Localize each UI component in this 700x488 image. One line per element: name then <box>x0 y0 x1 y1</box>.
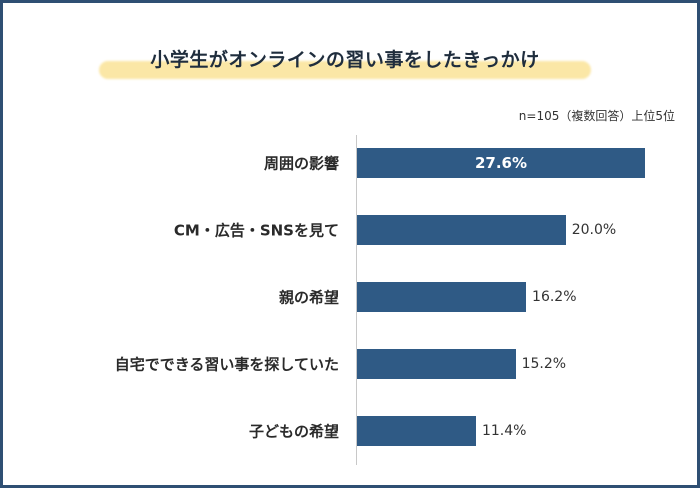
bar <box>357 215 566 245</box>
bar <box>357 148 645 178</box>
value-label: 20.0% <box>571 222 617 238</box>
sample-note: n=105（複数回答）上位5位 <box>518 109 675 123</box>
category-label: 親の希望 <box>278 288 339 307</box>
category-label: CM・広告・SNSを見て <box>173 221 339 240</box>
bar <box>357 416 476 446</box>
title-container: 小学生がオンラインの習い事をしたきっかけ <box>99 45 591 81</box>
category-label: 周囲の影響 <box>263 154 339 173</box>
category-label: 子どもの希望 <box>248 422 339 441</box>
category-axis-line <box>356 135 357 465</box>
value-label: 11.4% <box>481 423 527 439</box>
chart-title: 小学生がオンラインの習い事をしたきっかけ <box>150 49 540 71</box>
bar <box>357 282 527 312</box>
category-label: 自宅でできる習い事を探していた <box>114 355 339 374</box>
value-label: 16.2% <box>532 289 577 305</box>
title-highlight <box>99 61 591 79</box>
value-label: 15.2% <box>521 356 567 372</box>
value-label: 27.6% <box>474 154 528 172</box>
bar <box>357 349 516 379</box>
